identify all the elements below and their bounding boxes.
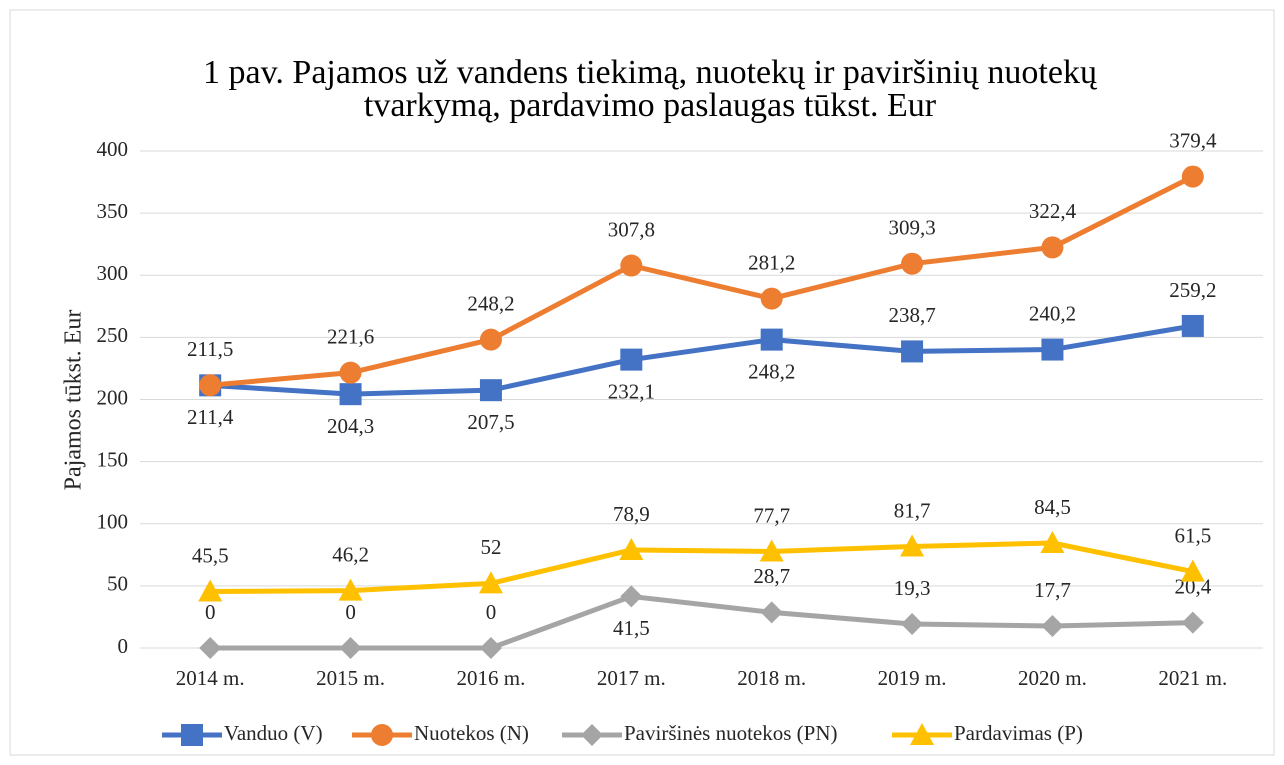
data-label: 61,5 (1174, 523, 1211, 547)
y-tick-label: 350 (97, 199, 129, 223)
data-label: 17,7 (1034, 578, 1071, 602)
series-line (210, 540, 1194, 594)
data-label: 81,7 (894, 498, 931, 522)
marker (760, 328, 783, 351)
marker (478, 571, 503, 594)
data-label: 45,5 (192, 543, 229, 567)
marker (1041, 338, 1064, 361)
y-tick-label: 300 (97, 261, 129, 285)
series-line (209, 174, 1194, 388)
y-axis-label: Pajamos tūkst. Eur (61, 310, 87, 491)
data-label: 248,2 (748, 359, 795, 383)
marker (760, 287, 783, 310)
marker (620, 254, 643, 277)
data-label: 248,2 (467, 291, 514, 315)
marker (1181, 314, 1204, 337)
data-label: 259,2 (1169, 278, 1216, 302)
marker (1041, 615, 1064, 638)
marker (900, 534, 925, 557)
marker (901, 613, 924, 636)
legend-label: Vanduo (V) (224, 721, 323, 745)
x-tick-label: 2014 m. (176, 666, 245, 690)
data-label: 77,7 (753, 503, 790, 527)
chart-title: tvarkymą, pardavimo paslaugas tūkst. Eur (364, 87, 937, 124)
marker (759, 539, 784, 562)
data-label: 307,8 (608, 217, 655, 241)
data-label: 0 (205, 600, 216, 624)
marker (581, 724, 603, 746)
data-label: 309,3 (888, 216, 935, 240)
chart-title: 1 pav. Pajamos už vandens tiekimą, nuote… (203, 54, 1098, 91)
marker (1040, 531, 1065, 554)
marker (619, 537, 644, 560)
data-label: 84,5 (1034, 495, 1071, 519)
data-label: 204,3 (327, 414, 374, 438)
data-label: 211,5 (187, 337, 233, 361)
marker (339, 361, 362, 384)
marker (339, 383, 362, 406)
marker (479, 379, 502, 402)
y-tick-label: 250 (97, 323, 129, 347)
data-label: 52 (480, 535, 501, 559)
data-label: 281,2 (748, 250, 795, 274)
marker (181, 724, 203, 746)
data-label: 221,6 (327, 324, 374, 348)
data-label: 322,4 (1029, 199, 1077, 223)
data-label: 207,5 (467, 410, 514, 434)
series-line (210, 593, 1193, 651)
marker (339, 637, 362, 659)
marker (901, 252, 924, 275)
y-tick-label: 200 (97, 385, 129, 409)
data-label: 0 (345, 600, 356, 624)
x-tick-label: 2018 m. (737, 666, 806, 690)
marker (1180, 559, 1205, 582)
marker (479, 328, 502, 351)
marker (1041, 236, 1064, 259)
legend-label: Pardavimas (P) (954, 721, 1083, 745)
marker (901, 340, 924, 363)
marker (1181, 611, 1204, 634)
marker (760, 601, 783, 624)
data-label: 28,7 (753, 564, 790, 588)
marker (620, 348, 643, 371)
data-label: 240,2 (1029, 301, 1076, 325)
y-tick-label: 100 (97, 510, 129, 534)
data-label: 238,7 (888, 303, 935, 327)
marker (1181, 165, 1204, 188)
marker (371, 724, 393, 746)
y-tick-label: 150 (97, 447, 129, 471)
data-label: 78,9 (613, 502, 650, 526)
series-line (210, 323, 1194, 397)
x-tick-label: 2017 m. (597, 666, 666, 690)
data-label: 46,2 (332, 542, 369, 566)
data-label: 19,3 (894, 576, 931, 600)
x-tick-label: 2019 m. (878, 666, 947, 690)
legend-label: Nuotekos (N) (414, 721, 529, 745)
x-tick-label: 2016 m. (457, 666, 526, 690)
marker (198, 579, 223, 602)
data-label: 41,5 (613, 616, 650, 640)
marker (199, 637, 222, 659)
data-label: 211,4 (187, 405, 234, 429)
legend-label: Paviršinės nuotekos (PN) (624, 721, 838, 745)
y-tick-label: 400 (97, 137, 129, 161)
data-label: 0 (486, 600, 497, 624)
marker (479, 637, 502, 659)
x-tick-label: 2021 m. (1158, 666, 1227, 690)
marker (199, 374, 222, 397)
marker (338, 578, 363, 601)
marker (910, 723, 934, 745)
x-tick-label: 2015 m. (316, 666, 385, 690)
data-label: 379,4 (1169, 128, 1217, 152)
x-tick-label: 2020 m. (1018, 666, 1087, 690)
marker (620, 585, 643, 608)
data-label: 232,1 (608, 379, 655, 403)
y-tick-label: 50 (107, 572, 128, 596)
y-tick-label: 0 (118, 634, 129, 658)
